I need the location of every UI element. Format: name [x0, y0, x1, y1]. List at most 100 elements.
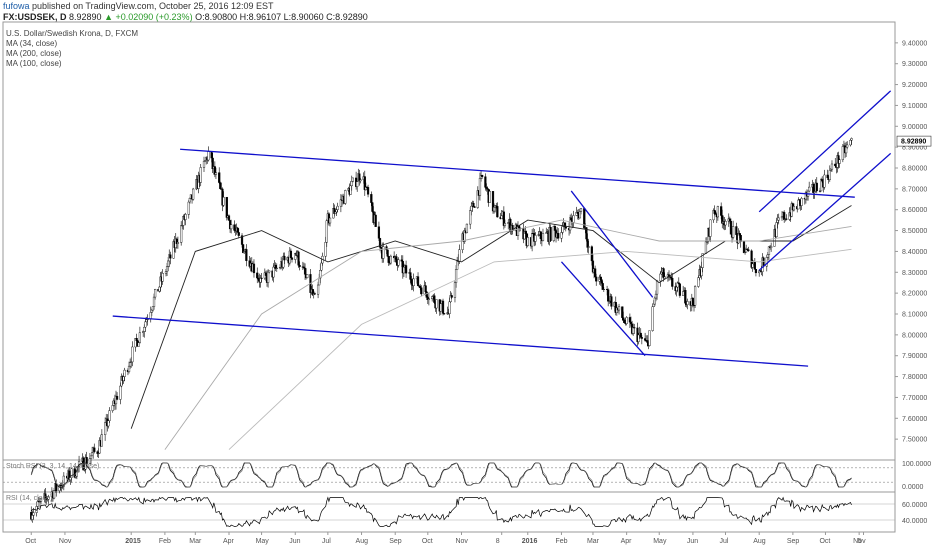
- y-tick-label: 8.20000: [902, 291, 927, 298]
- candle: [100, 434, 103, 447]
- candle: [39, 498, 43, 502]
- y-tick-label: 8.90000: [902, 145, 927, 152]
- y-tick-label: 7.50000: [902, 437, 927, 444]
- candle: [412, 278, 415, 286]
- candle: [678, 283, 681, 296]
- candle: [316, 284, 320, 295]
- candle: [465, 223, 469, 234]
- candle: [387, 256, 390, 263]
- candle: [218, 172, 221, 183]
- candle: [275, 267, 278, 269]
- x-tick-label: Sep: [787, 538, 800, 545]
- rsi-tick: 60.0000: [902, 502, 927, 509]
- candle: [320, 262, 323, 271]
- stoch-rsi-label: Stoch RSI (3, 3, 14, 14, close): [6, 463, 99, 470]
- candle: [724, 221, 727, 226]
- candle: [617, 306, 621, 311]
- candle: [739, 235, 742, 242]
- symbol[interactable]: FX:USDSEK, D: [3, 12, 67, 22]
- candle: [419, 285, 422, 288]
- candle: [500, 215, 503, 220]
- candle: [770, 246, 773, 248]
- candle: [427, 298, 431, 300]
- legend-ma200[interactable]: MA (200, close): [6, 49, 62, 58]
- candle: [344, 190, 347, 204]
- legend-ma34[interactable]: MA (34, close): [6, 39, 58, 48]
- candle: [334, 211, 337, 214]
- candle: [704, 241, 708, 254]
- trendline-rising-channel-top: [758, 90, 892, 213]
- candle: [469, 210, 472, 225]
- candle: [356, 181, 359, 187]
- candle: [143, 326, 146, 332]
- publish-text: published on TradingView.com, October 25…: [29, 1, 274, 11]
- candle: [127, 365, 131, 372]
- candle: [830, 163, 834, 170]
- candle: [492, 206, 496, 212]
- rsi-tick: 40.0000: [902, 518, 927, 525]
- candle: [161, 273, 164, 282]
- x-tick-label: Oct: [422, 538, 433, 545]
- candle: [104, 422, 107, 435]
- candle: [660, 272, 663, 275]
- candle: [570, 217, 573, 221]
- candle: [849, 139, 852, 146]
- candle: [443, 313, 446, 315]
- y-tick-label: 8.40000: [902, 249, 927, 256]
- candle: [85, 457, 88, 464]
- candle: [199, 167, 202, 183]
- x-tick-label: Feb: [555, 538, 567, 545]
- candle: [823, 174, 826, 188]
- last-price-label: 8.92890: [901, 139, 926, 146]
- candle: [623, 319, 626, 323]
- candle: [729, 220, 733, 235]
- candle: [595, 276, 598, 282]
- candle: [621, 306, 624, 318]
- candle: [138, 332, 141, 343]
- candle: [686, 301, 689, 305]
- candle: [93, 447, 96, 452]
- candle: [732, 226, 735, 238]
- candle: [838, 159, 841, 164]
- candle: [735, 226, 738, 235]
- candle: [370, 194, 373, 203]
- candle: [448, 301, 451, 314]
- candle: [458, 249, 461, 262]
- candle: [637, 334, 640, 342]
- x-tick-label: May: [653, 538, 667, 545]
- rsi-label: RSI (14, close): [6, 495, 52, 502]
- candle: [834, 163, 837, 167]
- candle: [600, 279, 603, 284]
- candle: [108, 410, 111, 421]
- candle: [524, 231, 527, 234]
- candle: [135, 338, 138, 341]
- candle: [473, 206, 476, 208]
- candle: [586, 238, 589, 248]
- candle: [230, 224, 233, 230]
- candle: [648, 330, 651, 346]
- candle: [90, 452, 94, 457]
- candle: [488, 191, 491, 203]
- candle: [62, 475, 65, 487]
- candle: [572, 215, 575, 223]
- candle: [137, 342, 140, 347]
- candle: [651, 306, 654, 331]
- candle: [738, 233, 741, 236]
- y-tick-label: 7.90000: [902, 353, 927, 360]
- candle: [395, 256, 398, 263]
- author-link[interactable]: fufowa: [3, 1, 30, 11]
- candle: [297, 251, 300, 266]
- candle: [256, 272, 259, 279]
- candle: [845, 146, 848, 154]
- candle: [150, 309, 153, 313]
- candle: [268, 270, 271, 273]
- ohlc-values: O:8.90800 H:8.96107 L:8.90060 C:8.92890: [195, 12, 368, 22]
- candle: [625, 317, 628, 324]
- x-tick-label: Nov: [59, 538, 72, 545]
- candle: [579, 208, 583, 212]
- candle: [534, 235, 537, 242]
- x-tick-label: Apr: [621, 538, 633, 545]
- legend-ma100[interactable]: MA (100, close): [6, 59, 62, 68]
- trendline-channel-top: [180, 148, 855, 198]
